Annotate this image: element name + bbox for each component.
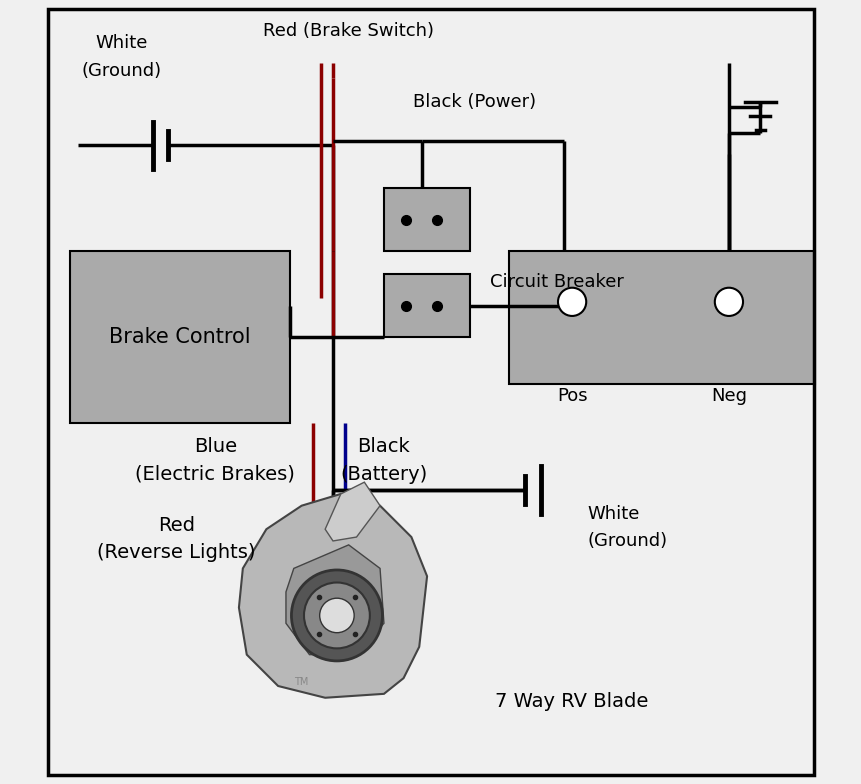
Polygon shape	[325, 482, 380, 541]
Circle shape	[304, 583, 369, 648]
Text: Neg: Neg	[710, 387, 746, 405]
Circle shape	[557, 288, 585, 316]
Circle shape	[714, 288, 742, 316]
Polygon shape	[238, 494, 426, 698]
Text: (Ground): (Ground)	[81, 62, 161, 79]
Text: Black (Power): Black (Power)	[412, 93, 535, 111]
Text: White: White	[95, 34, 147, 52]
Text: Red: Red	[158, 516, 195, 535]
Text: (Electric Brakes): (Electric Brakes)	[135, 465, 295, 484]
Text: Blue: Blue	[194, 437, 237, 456]
Text: (Reverse Lights): (Reverse Lights)	[96, 543, 255, 562]
Circle shape	[291, 570, 382, 661]
Text: 7 Way RV Blade: 7 Way RV Blade	[495, 692, 648, 711]
Text: Black: Black	[357, 437, 410, 456]
Circle shape	[319, 598, 354, 633]
Text: Pos: Pos	[556, 387, 586, 405]
Bar	[383, 274, 469, 337]
Text: (Battery): (Battery)	[340, 465, 427, 484]
Polygon shape	[286, 545, 383, 655]
Text: TM: TM	[294, 677, 308, 687]
Bar	[71, 251, 289, 423]
Bar	[509, 251, 815, 384]
Text: Circuit Breaker: Circuit Breaker	[489, 274, 623, 291]
Text: White: White	[587, 505, 640, 522]
Text: Red (Brake Switch): Red (Brake Switch)	[263, 23, 434, 40]
Text: (Ground): (Ground)	[587, 532, 667, 550]
Bar	[383, 188, 469, 251]
Text: Brake Control: Brake Control	[109, 327, 251, 347]
